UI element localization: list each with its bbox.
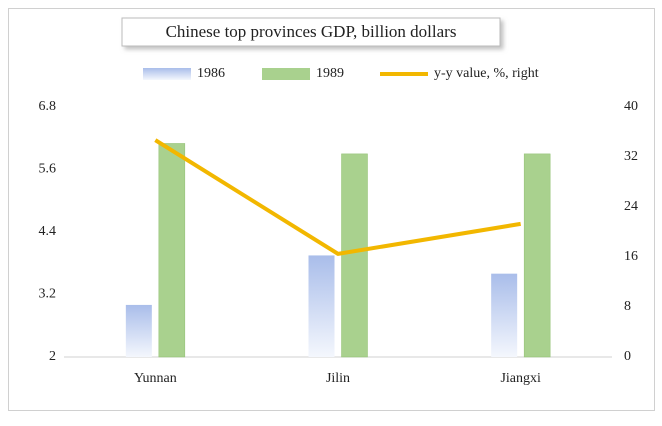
y2-tick-label: 16 xyxy=(624,249,638,264)
bar xyxy=(125,304,152,357)
x-tick-label: Yunnan xyxy=(134,371,177,386)
y-tick-label: 6.8 xyxy=(39,99,57,114)
x-tick-label: Jilin xyxy=(326,371,350,386)
y-tick-label: 3.2 xyxy=(39,287,57,302)
line-series xyxy=(154,138,521,256)
y-tick-label: 2 xyxy=(49,349,56,364)
bar xyxy=(341,153,368,358)
legend-swatch xyxy=(262,68,310,80)
y2-tick-label: 32 xyxy=(624,149,638,164)
legend-label: y-y value, %, right xyxy=(434,66,539,81)
y2-tick-label: 40 xyxy=(624,99,638,114)
legend-label: 1989 xyxy=(316,66,344,81)
legend-swatch xyxy=(143,68,191,80)
bar xyxy=(308,255,335,357)
bar xyxy=(158,143,186,358)
chart-title: Chinese top provinces GDP, billion dolla… xyxy=(166,22,457,41)
y-tick-label: 5.6 xyxy=(39,162,57,177)
y2-tick-label: 8 xyxy=(624,299,631,314)
y-tick-label: 4.4 xyxy=(39,224,57,239)
y2-tick-label: 0 xyxy=(624,349,631,364)
title-box xyxy=(121,17,501,47)
bar xyxy=(523,153,551,358)
bar xyxy=(491,273,518,357)
legend-label: 1986 xyxy=(197,66,225,81)
x-tick-label: Jiangxi xyxy=(500,371,541,386)
y2-tick-label: 24 xyxy=(624,199,638,214)
